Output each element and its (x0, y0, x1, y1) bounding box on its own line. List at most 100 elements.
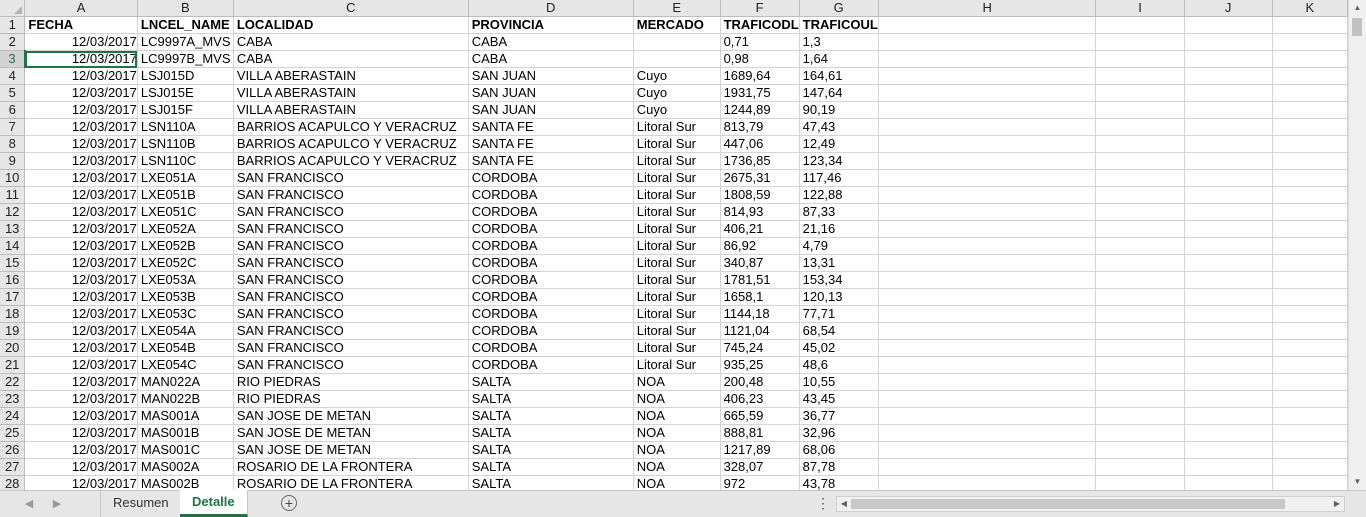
cell-fecha[interactable]: 12/03/2017 (24, 356, 138, 374)
cell-traficodl[interactable]: 888,81 (720, 424, 800, 442)
cell-fecha[interactable]: 12/03/2017 (24, 407, 138, 425)
cell-lncel-name[interactable]: MAS002A (137, 458, 234, 476)
empty-cell[interactable] (878, 475, 1097, 490)
empty-cell[interactable] (1184, 373, 1273, 391)
empty-cell[interactable] (1184, 305, 1273, 323)
cell-lncel-name[interactable]: LSJ015D (137, 67, 234, 85)
cell-traficoul[interactable]: 153,34 (799, 271, 879, 289)
empty-cell[interactable] (1184, 424, 1273, 442)
empty-cell[interactable] (878, 424, 1097, 442)
cell-mercado[interactable]: Cuyo (633, 101, 721, 119)
vertical-scroll-thumb[interactable] (1352, 18, 1362, 36)
empty-cell[interactable] (878, 50, 1097, 68)
empty-cell[interactable] (1272, 84, 1348, 102)
cell-fecha[interactable]: 12/03/2017 (24, 339, 138, 357)
cell-provincia[interactable]: SAN JUAN (468, 67, 634, 85)
row-header[interactable]: 17 (0, 288, 26, 306)
empty-cell[interactable] (1272, 186, 1348, 204)
cell-mercado[interactable]: NOA (633, 407, 721, 425)
cell-localidad[interactable]: SAN FRANCISCO (233, 322, 469, 340)
row-header[interactable]: 19 (0, 322, 26, 340)
empty-cell[interactable] (1184, 237, 1273, 255)
empty-cell[interactable] (878, 203, 1097, 221)
empty-cell[interactable] (878, 322, 1097, 340)
cell-lncel-name[interactable]: LSN110B (137, 135, 234, 153)
scroll-right-icon[interactable]: ▶ (1333, 499, 1341, 508)
cell-traficodl[interactable]: 1736,85 (720, 152, 800, 170)
cell-localidad[interactable]: SAN FRANCISCO (233, 271, 469, 289)
cell-mercado[interactable]: NOA (633, 458, 721, 476)
cell-fecha[interactable]: 12/03/2017 (24, 373, 138, 391)
cell-fecha[interactable]: 12/03/2017 (24, 220, 138, 238)
row-header[interactable]: 5 (0, 84, 26, 102)
cell-localidad[interactable]: SAN FRANCISCO (233, 305, 469, 323)
scroll-up-icon[interactable]: ▲ (1353, 3, 1362, 12)
header-cell-localidad[interactable]: LOCALIDAD (233, 16, 469, 34)
empty-cell[interactable] (1272, 16, 1348, 34)
empty-cell[interactable] (1184, 339, 1273, 357)
cell-mercado[interactable]: Litoral Sur (633, 237, 721, 255)
empty-cell[interactable] (1272, 441, 1348, 459)
cell-traficodl[interactable]: 1689,64 (720, 67, 800, 85)
scroll-left-icon[interactable]: ◀ (840, 499, 848, 508)
empty-cell[interactable] (1095, 84, 1185, 102)
cell-traficodl[interactable]: 972 (720, 475, 800, 490)
cell-lncel-name[interactable]: LXE052C (137, 254, 234, 272)
empty-cell[interactable] (1095, 135, 1185, 153)
cell-traficodl[interactable]: 814,93 (720, 203, 800, 221)
empty-cell[interactable] (1272, 152, 1348, 170)
cell-traficodl[interactable]: 328,07 (720, 458, 800, 476)
empty-cell[interactable] (1184, 271, 1273, 289)
cell-lncel-name[interactable]: MAS001B (137, 424, 234, 442)
cell-traficodl[interactable]: 665,59 (720, 407, 800, 425)
column-header-i[interactable]: I (1095, 0, 1185, 17)
column-header-b[interactable]: B (137, 0, 234, 17)
empty-cell[interactable] (1184, 356, 1273, 374)
cell-fecha[interactable]: 12/03/2017 (24, 475, 138, 490)
empty-cell[interactable] (1272, 118, 1348, 136)
row-header[interactable]: 4 (0, 67, 26, 85)
row-header[interactable]: 14 (0, 237, 26, 255)
empty-cell[interactable] (1095, 373, 1185, 391)
empty-cell[interactable] (1272, 50, 1348, 68)
empty-cell[interactable] (1272, 390, 1348, 408)
cell-traficoul[interactable]: 47,43 (799, 118, 879, 136)
cell-provincia[interactable]: CORDOBA (468, 186, 634, 204)
column-header-j[interactable]: J (1184, 0, 1273, 17)
cell-traficodl[interactable]: 0,98 (720, 50, 800, 68)
cell-traficoul[interactable]: 122,88 (799, 186, 879, 204)
empty-cell[interactable] (1184, 220, 1273, 238)
cell-traficodl[interactable]: 2675,31 (720, 169, 800, 187)
row-header[interactable]: 23 (0, 390, 26, 408)
cell-lncel-name[interactable]: LSN110A (137, 118, 234, 136)
cell-mercado[interactable]: Litoral Sur (633, 288, 721, 306)
cell-localidad[interactable]: RIO PIEDRAS (233, 373, 469, 391)
cell-mercado[interactable]: NOA (633, 441, 721, 459)
cell-traficodl[interactable]: 447,06 (720, 135, 800, 153)
empty-cell[interactable] (1095, 118, 1185, 136)
horizontal-scroll-thumb[interactable] (851, 499, 1285, 509)
empty-cell[interactable] (1095, 203, 1185, 221)
empty-cell[interactable] (1095, 237, 1185, 255)
header-cell-lncel-name[interactable]: LNCEL_NAME (137, 16, 234, 34)
empty-cell[interactable] (1272, 458, 1348, 476)
empty-cell[interactable] (1184, 407, 1273, 425)
cell-provincia[interactable]: SALTA (468, 475, 634, 490)
cell-lncel-name[interactable]: MAS001A (137, 407, 234, 425)
header-cell-mercado[interactable]: MERCADO (633, 16, 721, 34)
cell-traficoul[interactable]: 87,78 (799, 458, 879, 476)
cell-traficoul[interactable]: 12,49 (799, 135, 879, 153)
cell-provincia[interactable]: CORDOBA (468, 254, 634, 272)
empty-cell[interactable] (1095, 271, 1185, 289)
cell-traficoul[interactable]: 117,46 (799, 169, 879, 187)
empty-cell[interactable] (878, 169, 1097, 187)
empty-cell[interactable] (878, 288, 1097, 306)
empty-cell[interactable] (1272, 305, 1348, 323)
empty-cell[interactable] (878, 118, 1097, 136)
empty-cell[interactable] (878, 101, 1097, 119)
empty-cell[interactable] (1095, 101, 1185, 119)
empty-cell[interactable] (1095, 152, 1185, 170)
empty-cell[interactable] (878, 135, 1097, 153)
cell-traficodl[interactable]: 1931,75 (720, 84, 800, 102)
header-cell-provincia[interactable]: PROVINCIA (468, 16, 634, 34)
